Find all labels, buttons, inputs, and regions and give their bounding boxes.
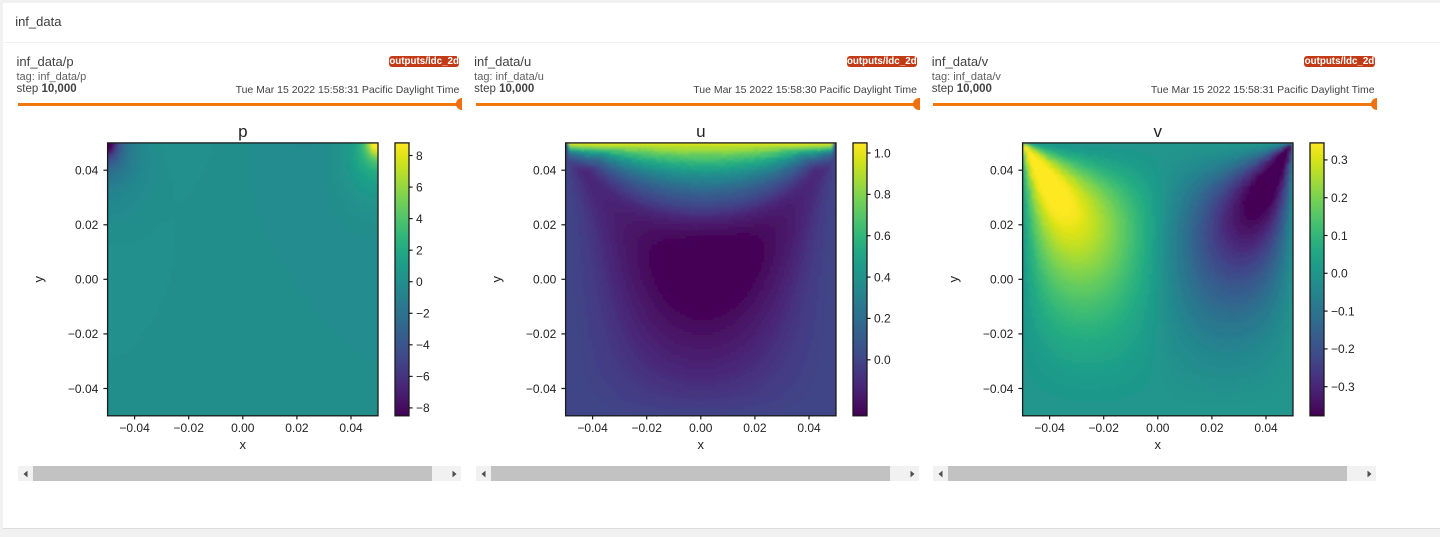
svg-text:−0.3: −0.3 — [1331, 380, 1355, 394]
svg-text:x: x — [1155, 437, 1162, 452]
svg-text:−0.04: −0.04 — [119, 421, 150, 435]
svg-text:0.02: 0.02 — [743, 421, 767, 435]
svg-text:−0.04: −0.04 — [577, 421, 608, 435]
svg-text:0.04: 0.04 — [1255, 421, 1279, 435]
svg-text:0.02: 0.02 — [75, 218, 99, 232]
svg-text:v: v — [1154, 122, 1163, 141]
svg-text:0.02: 0.02 — [533, 218, 557, 232]
svg-text:−0.04: −0.04 — [1035, 421, 1066, 435]
svg-text:0.04: 0.04 — [533, 164, 557, 178]
svg-text:−0.04: −0.04 — [68, 382, 99, 396]
svg-text:0.04: 0.04 — [797, 421, 821, 435]
svg-text:x: x — [240, 437, 247, 452]
svg-text:0.00: 0.00 — [990, 273, 1014, 287]
svg-text:0.00: 0.00 — [689, 421, 713, 435]
svg-text:−2: −2 — [416, 307, 430, 321]
svg-text:u: u — [696, 122, 705, 141]
svg-text:−6: −6 — [416, 370, 430, 384]
svg-text:1.0: 1.0 — [874, 146, 891, 160]
svg-text:0.3: 0.3 — [1331, 153, 1348, 167]
svg-text:−0.02: −0.02 — [631, 421, 662, 435]
svg-text:p: p — [238, 122, 247, 141]
svg-text:0.02: 0.02 — [285, 421, 309, 435]
svg-text:−0.02: −0.02 — [983, 327, 1014, 341]
svg-text:8: 8 — [416, 149, 423, 163]
svg-text:4: 4 — [416, 212, 423, 226]
svg-text:y: y — [31, 276, 46, 283]
svg-text:2: 2 — [416, 244, 423, 258]
svg-text:0.04: 0.04 — [75, 164, 99, 178]
svg-text:−0.1: −0.1 — [1331, 304, 1355, 318]
svg-text:−0.02: −0.02 — [1089, 421, 1120, 435]
svg-text:x: x — [697, 437, 704, 452]
svg-text:0: 0 — [416, 275, 423, 289]
svg-text:−0.2: −0.2 — [1331, 342, 1355, 356]
svg-text:y: y — [489, 276, 504, 283]
svg-text:6: 6 — [416, 180, 423, 194]
svg-text:0.8: 0.8 — [874, 188, 891, 202]
svg-text:0.2: 0.2 — [874, 312, 891, 326]
svg-text:y: y — [946, 276, 961, 283]
svg-text:0.6: 0.6 — [874, 229, 891, 243]
svg-text:−4: −4 — [416, 338, 430, 352]
svg-text:0.00: 0.00 — [231, 421, 255, 435]
svg-text:0.02: 0.02 — [1201, 421, 1225, 435]
svg-text:0.04: 0.04 — [990, 164, 1014, 178]
svg-text:0.00: 0.00 — [533, 273, 557, 287]
svg-text:−0.02: −0.02 — [68, 327, 99, 341]
svg-text:0.04: 0.04 — [339, 421, 363, 435]
svg-text:0.02: 0.02 — [990, 218, 1014, 232]
svg-text:0.2: 0.2 — [1331, 191, 1348, 205]
svg-text:0.00: 0.00 — [75, 273, 99, 287]
svg-text:0.00: 0.00 — [1146, 421, 1170, 435]
svg-text:0.0: 0.0 — [1331, 267, 1348, 281]
svg-text:0.0: 0.0 — [874, 353, 891, 367]
svg-text:0.4: 0.4 — [874, 270, 891, 284]
svg-text:−0.04: −0.04 — [526, 382, 557, 396]
svg-text:0.1: 0.1 — [1331, 229, 1348, 243]
svg-text:−0.02: −0.02 — [526, 327, 557, 341]
svg-text:−0.02: −0.02 — [174, 421, 205, 435]
svg-text:−8: −8 — [416, 401, 430, 415]
svg-text:−0.04: −0.04 — [983, 382, 1014, 396]
